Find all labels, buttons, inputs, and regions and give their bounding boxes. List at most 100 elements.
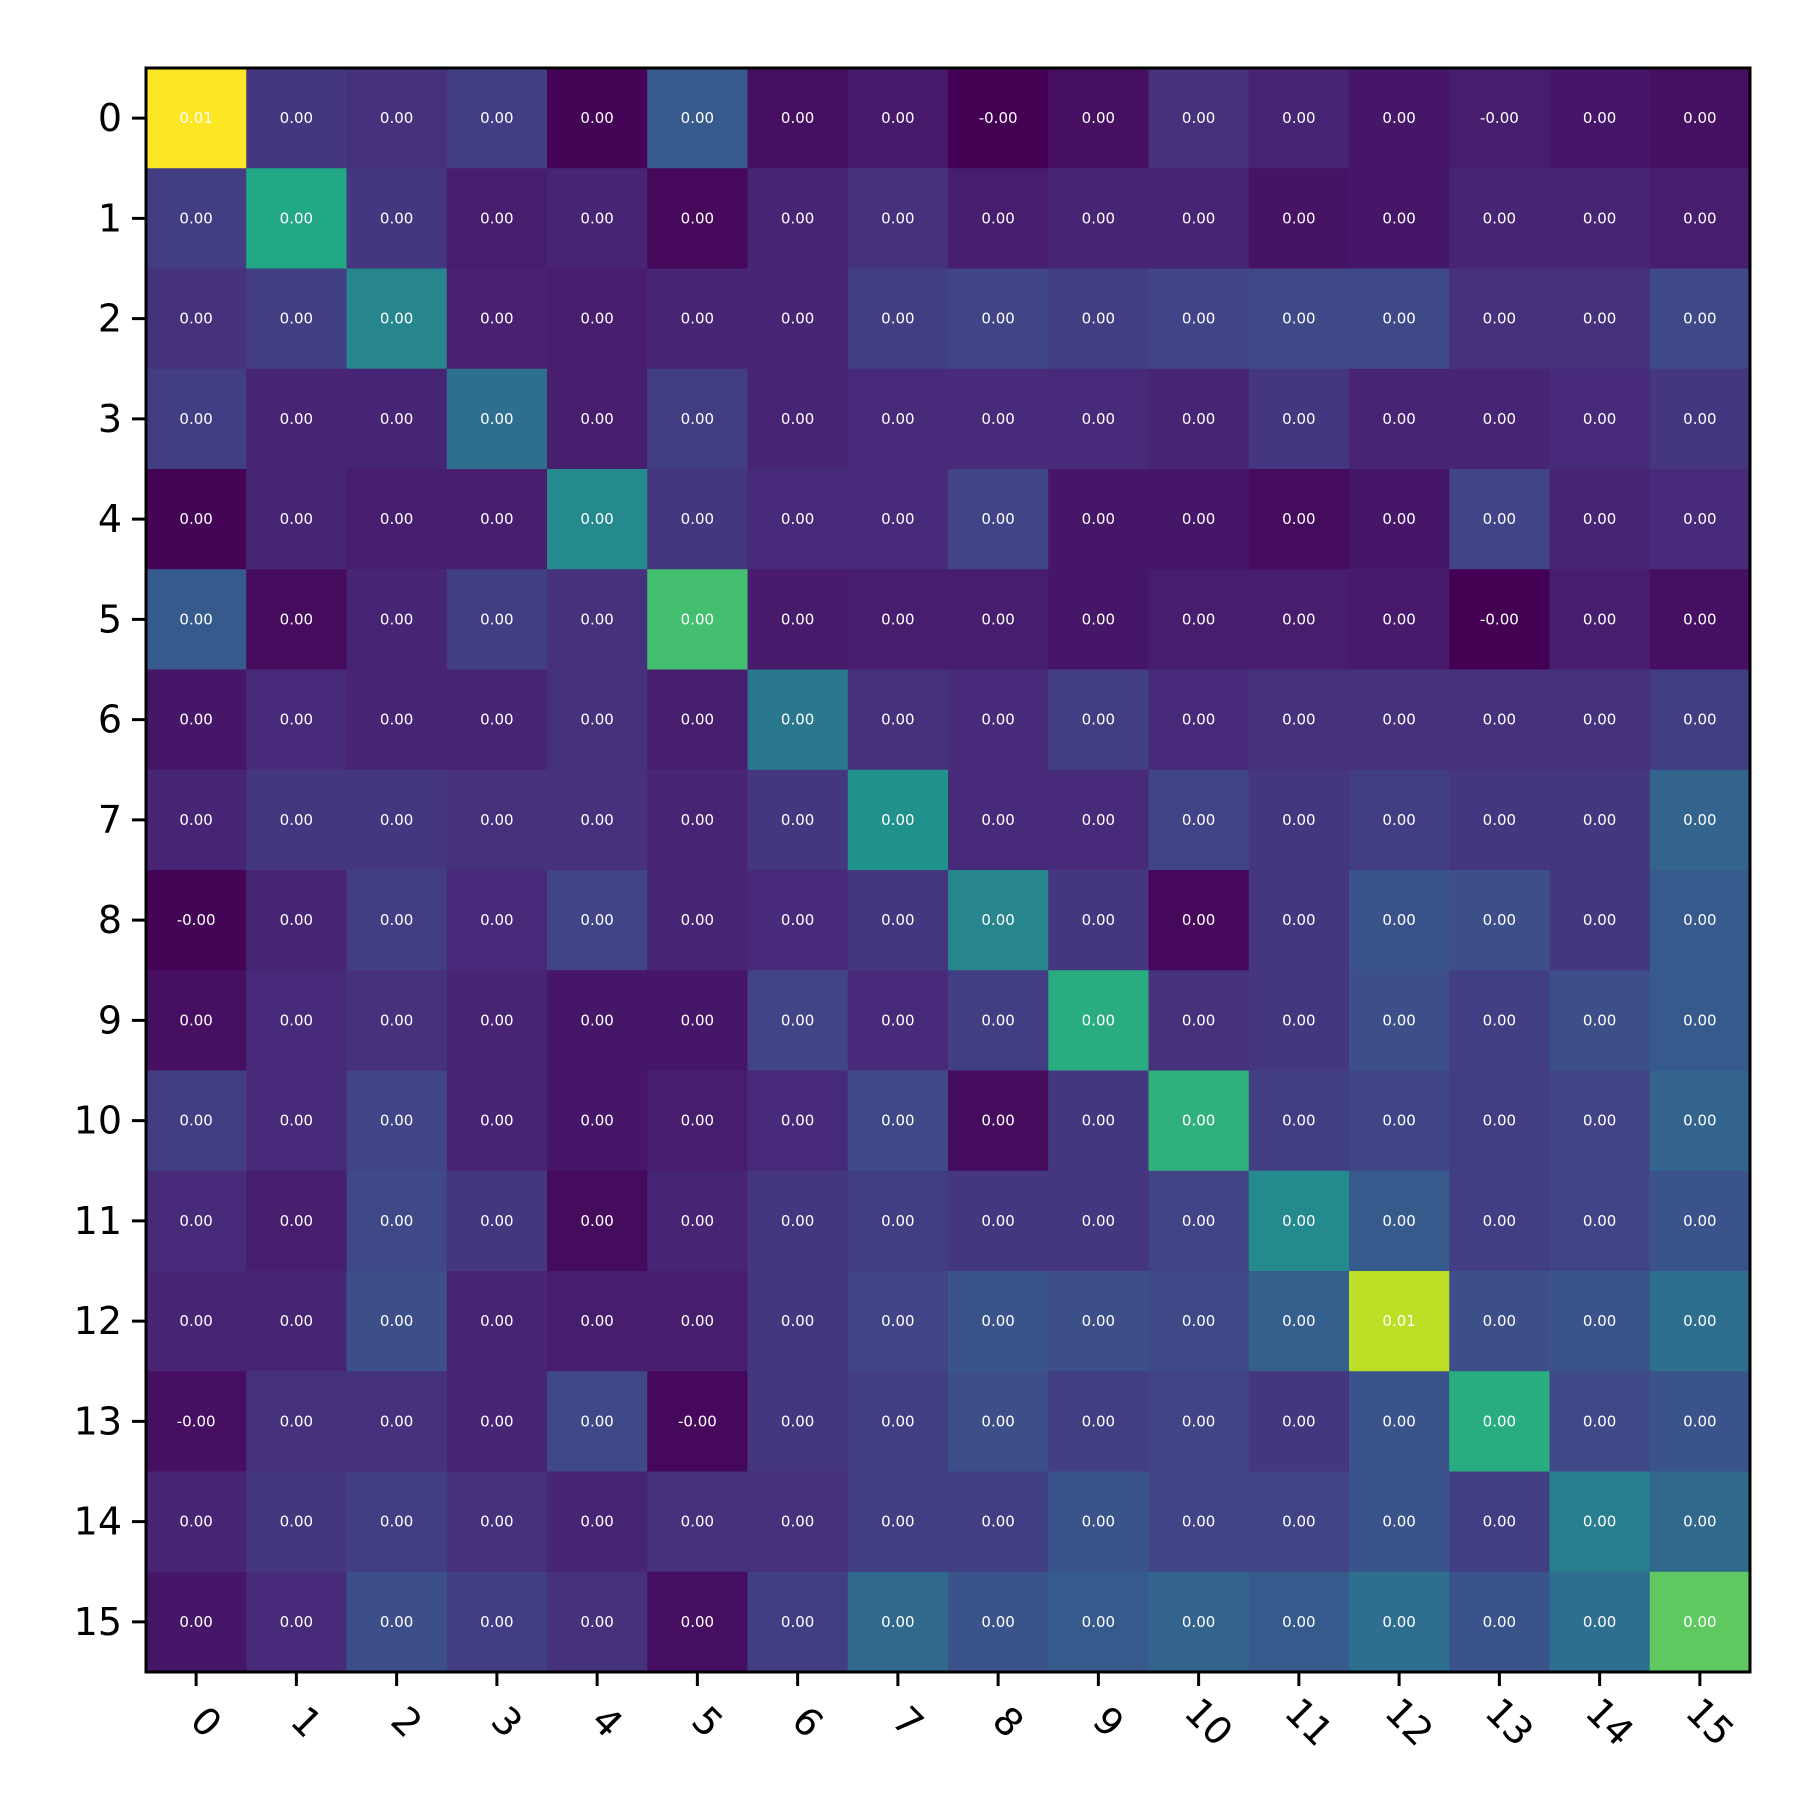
heatmap-cell-14-0 — [146, 1471, 247, 1573]
cell-value-label-13-7: 0.00 — [881, 1412, 914, 1430]
heatmap-cell-8-15 — [1649, 870, 1751, 971]
heatmap-cell-7-9 — [1048, 769, 1150, 871]
heatmap-cell-6-15 — [1649, 669, 1751, 771]
cell-value-label-0-10: 0.00 — [1182, 109, 1215, 127]
heatmap-cell-3-4 — [547, 368, 648, 470]
heatmap-cell-2-13 — [1449, 268, 1551, 370]
cell-value-label-10-15: 0.00 — [1683, 1112, 1716, 1130]
heatmap-cell-10-8 — [948, 1070, 1049, 1172]
cell-value-label-10-4: 0.00 — [580, 1112, 613, 1130]
heatmap-cell-11-4 — [547, 1170, 648, 1272]
cell-value-label-2-15: 0.00 — [1683, 310, 1716, 328]
heatmap-cell-11-9 — [1048, 1170, 1150, 1272]
heatmap-cell-4-0 — [146, 469, 247, 570]
heatmap-cell-0-15 — [1649, 68, 1751, 169]
x-tick-label-9: 9 — [1084, 1698, 1132, 1746]
heatmap-cell-10-10 — [1148, 1070, 1250, 1172]
cell-value-label-3-3: 0.00 — [480, 410, 513, 428]
heatmap-cell-9-14 — [1549, 970, 1651, 1072]
heatmap-cell-12-1 — [246, 1271, 348, 1372]
x-axis: 0 1 2 3 4 5 6 7 8 9 10 11 12 13 14 15 — [182, 1672, 1743, 1755]
cell-value-label-3-8: 0.00 — [981, 410, 1014, 428]
heatmap-cell-2-1 — [246, 268, 348, 370]
cell-value-label-6-10: 0.00 — [1182, 711, 1215, 729]
heatmap-cell-15-13 — [1449, 1571, 1551, 1673]
heatmap-cell-15-4 — [547, 1571, 648, 1673]
heatmap-cell-2-11 — [1248, 268, 1350, 370]
heatmap-cell-9-15 — [1649, 970, 1751, 1072]
heatmap-cell-7-7 — [847, 769, 949, 871]
cell-value-label-6-3: 0.00 — [480, 711, 513, 729]
cell-value-label-1-9: 0.00 — [1082, 209, 1115, 227]
heatmap-cell-13-0 — [146, 1371, 247, 1473]
heatmap-cell-12-6 — [747, 1271, 849, 1372]
heatmap-cell-0-13 — [1449, 68, 1551, 169]
cell-value-label-6-2: 0.00 — [380, 711, 413, 729]
cell-value-label-14-15: 0.00 — [1683, 1513, 1716, 1531]
heatmap-cell-1-3 — [446, 168, 548, 270]
cell-value-label-2-9: 0.00 — [1082, 310, 1115, 328]
cell-value-label-7-6: 0.00 — [781, 811, 814, 829]
cell-value-label-0-11: 0.00 — [1282, 109, 1315, 127]
heatmap-cell-15-1 — [246, 1571, 348, 1673]
cell-value-label-8-11: 0.00 — [1282, 911, 1315, 929]
cell-value-label-8-1: 0.00 — [280, 911, 313, 929]
heatmap-cell-11-2 — [346, 1170, 448, 1272]
cell-value-label-8-6: 0.00 — [781, 911, 814, 929]
x-tick-label-10: 10 — [1176, 1689, 1241, 1754]
heatmap-cell-9-12 — [1349, 970, 1450, 1072]
heatmap-cell-6-3 — [446, 669, 548, 771]
heatmap-cell-14-9 — [1048, 1471, 1150, 1573]
heatmap-cell-2-12 — [1349, 268, 1450, 370]
heatmap-cell-0-14 — [1549, 68, 1651, 169]
cell-value-label-12-10: 0.00 — [1182, 1312, 1215, 1330]
cell-value-label-7-10: 0.00 — [1182, 811, 1215, 829]
heatmap-cell-8-4 — [547, 870, 648, 971]
cell-value-label-5-5: 0.00 — [681, 610, 714, 628]
heatmap-cell-0-10 — [1148, 68, 1250, 169]
heatmap-cell-13-7 — [847, 1371, 949, 1473]
cell-value-label-8-12: 0.00 — [1382, 911, 1415, 929]
cell-value-label-1-10: 0.00 — [1182, 209, 1215, 227]
heatmap-cell-6-2 — [346, 669, 448, 771]
heatmap-cell-11-11 — [1248, 1170, 1350, 1272]
cell-value-label-2-0: 0.00 — [179, 310, 212, 328]
heatmap-cell-15-9 — [1048, 1571, 1150, 1673]
cell-value-label-14-2: 0.00 — [380, 1513, 413, 1531]
cell-value-label-5-1: 0.00 — [280, 610, 313, 628]
heatmap-cell-3-3 — [446, 368, 548, 470]
x-tick-label-3: 3 — [483, 1698, 531, 1746]
cell-value-label-3-13: 0.00 — [1483, 410, 1516, 428]
heatmap-cell-2-0 — [146, 268, 247, 370]
cell-value-label-4-15: 0.00 — [1683, 510, 1716, 528]
heatmap-cell-2-2 — [346, 268, 448, 370]
cell-value-label-12-5: 0.00 — [681, 1312, 714, 1330]
cell-value-label-11-4: 0.00 — [580, 1212, 613, 1230]
cell-value-label-0-14: 0.00 — [1583, 109, 1616, 127]
heatmap-cell-5-12 — [1349, 569, 1450, 671]
heatmap-cell-7-10 — [1148, 769, 1250, 871]
heatmap-cells — [146, 68, 1751, 1673]
heatmap-cell-4-15 — [1649, 469, 1751, 570]
cell-value-label-10-0: 0.00 — [179, 1112, 212, 1130]
heatmap-cell-8-2 — [346, 870, 448, 971]
cell-value-label-6-5: 0.00 — [681, 711, 714, 729]
heatmap-cell-4-10 — [1148, 469, 1250, 570]
heatmap-cell-15-11 — [1248, 1571, 1350, 1673]
heatmap-cell-5-14 — [1549, 569, 1651, 671]
cell-value-label-2-14: 0.00 — [1583, 310, 1616, 328]
cell-value-label-6-1: 0.00 — [280, 711, 313, 729]
heatmap-cell-9-4 — [547, 970, 648, 1072]
cell-value-label-15-12: 0.00 — [1382, 1613, 1415, 1631]
heatmap-cell-15-7 — [847, 1571, 949, 1673]
heatmap-cell-9-11 — [1248, 970, 1350, 1072]
cell-value-label-15-14: 0.00 — [1583, 1613, 1616, 1631]
x-tick-label-8: 8 — [984, 1698, 1032, 1746]
heatmap-cell-13-3 — [446, 1371, 548, 1473]
heatmap-cell-7-0 — [146, 769, 247, 871]
heatmap-cell-10-3 — [446, 1070, 548, 1172]
heatmap-cell-11-8 — [948, 1170, 1049, 1272]
cell-value-label-0-5: 0.00 — [681, 109, 714, 127]
heatmap-cell-14-3 — [446, 1471, 548, 1573]
heatmap-cell-3-9 — [1048, 368, 1150, 470]
